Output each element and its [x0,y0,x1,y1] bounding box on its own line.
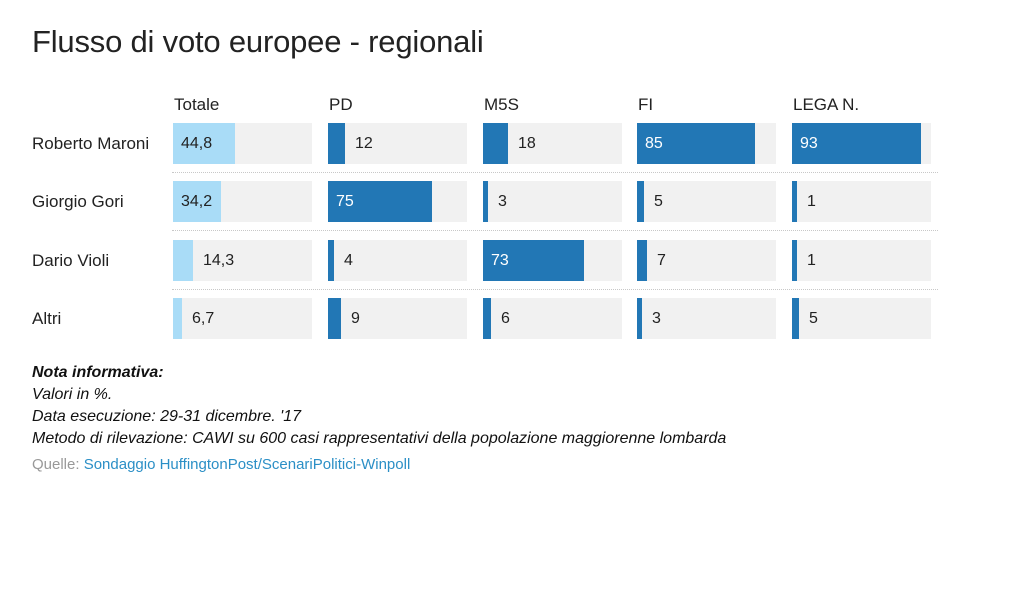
row-label: Giorgio Gori [32,192,124,211]
note-heading: Nota informativa: [32,364,164,381]
table-cell: 3 [637,298,776,339]
table-cell: 9 [328,298,467,339]
table-cell: 1 [792,181,931,222]
table-cell: 93 [792,123,931,164]
table-cell: 12 [328,123,467,164]
column-header: LEGA N. [793,95,860,114]
data-label: 1 [807,193,816,210]
bar [173,181,221,222]
data-label: 3 [652,310,661,327]
row-divider [172,230,938,231]
table-cell: 1 [792,240,931,281]
data-label: 75 [336,193,354,210]
info-note: Nota informativa: Valori in %. Data esec… [32,362,726,450]
table-cell: 4 [328,240,467,281]
bar [483,240,584,281]
data-label: 12 [355,135,373,152]
table-cell: 5 [637,181,776,222]
table-cell: 73 [483,240,622,281]
column-header: M5S [484,95,519,114]
data-label: 4 [344,252,353,269]
table-cell: 7 [637,240,776,281]
row-divider [172,172,938,173]
data-label: 44,8 [181,135,213,152]
bar [328,123,345,164]
row-label: Altri [32,309,62,328]
table-cell: 85 [637,123,776,164]
bar [173,123,235,164]
table-cell: 44,8 [173,123,312,164]
bar [328,181,432,222]
bar [792,181,797,222]
source-link[interactable]: Sondaggio HuffingtonPost/ScenariPolitici… [83,456,411,473]
data-label: 6 [501,310,510,327]
note-line: Data esecuzione: 29-31 dicembre. '17 [32,408,301,425]
bar [483,298,491,339]
bar [328,240,334,281]
table-cell: 5 [792,298,931,339]
bar [483,123,508,164]
data-label: 14,3 [203,252,235,269]
data-label: 5 [654,193,663,210]
note-line: Metodo di rilevazione: CAWI su 600 casi … [32,430,727,447]
data-label: 34,2 [181,193,213,210]
bar [637,240,647,281]
table-cell: 6,7 [173,298,312,339]
data-label: 7 [657,252,666,269]
data-label: 9 [351,310,360,327]
data-label: 5 [809,310,818,327]
table-cell: 34,2 [173,181,312,222]
table-cell: 3 [483,181,622,222]
data-label: 85 [645,135,663,152]
data-label: 6,7 [192,310,215,327]
source-label: Quelle: [32,456,80,473]
bar [792,123,921,164]
bar [328,298,341,339]
bar [173,298,182,339]
bar [637,123,755,164]
note-line: Valori in %. [32,386,113,403]
table-cell: 18 [483,123,622,164]
data-label: 1 [807,252,816,269]
table-cell: 75 [328,181,467,222]
bar [483,181,488,222]
table-cell: 6 [483,298,622,339]
data-label: 18 [518,135,536,152]
bar [637,181,644,222]
row-divider [172,289,938,290]
column-header: Totale [174,95,220,114]
column-header: PD [329,95,353,114]
table-cell: 14,3 [173,240,312,281]
bar [792,240,797,281]
chart-title: Flusso di voto europee - regionali [32,24,484,59]
row-label: Dario Violi [32,251,110,270]
data-label: 93 [800,135,818,152]
column-header: FI [638,95,654,114]
bar [792,298,799,339]
data-label: 73 [491,252,509,269]
source-line: Quelle: Sondaggio HuffingtonPost/Scenari… [32,456,410,473]
data-label: 3 [498,193,507,210]
bar [173,240,193,281]
bar [637,298,642,339]
row-label: Roberto Maroni [32,134,150,153]
